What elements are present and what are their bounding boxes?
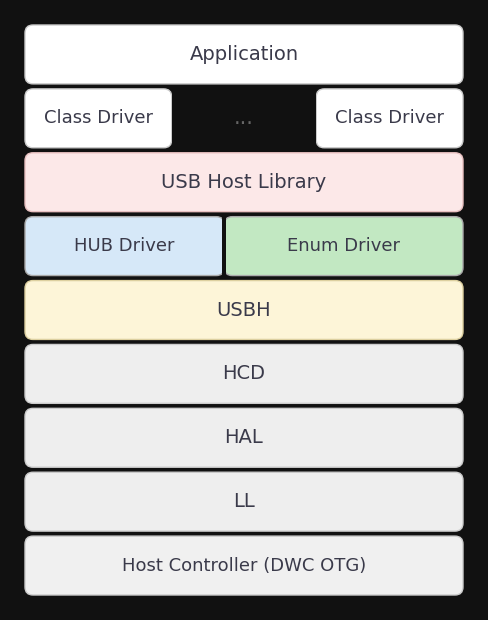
FancyBboxPatch shape (25, 536, 463, 595)
FancyBboxPatch shape (25, 409, 463, 467)
Text: ...: ... (234, 108, 254, 128)
FancyBboxPatch shape (25, 216, 224, 275)
FancyBboxPatch shape (25, 25, 463, 84)
Text: HAL: HAL (224, 428, 264, 447)
Text: HCD: HCD (223, 365, 265, 383)
FancyBboxPatch shape (316, 89, 463, 148)
Text: HUB Driver: HUB Driver (74, 237, 175, 255)
Text: Host Controller (DWC OTG): Host Controller (DWC OTG) (122, 557, 366, 575)
Text: USBH: USBH (217, 301, 271, 319)
FancyBboxPatch shape (25, 281, 463, 339)
Bar (223, 216, 226, 275)
Text: Application: Application (189, 45, 299, 64)
Text: Class Driver: Class Driver (44, 109, 153, 127)
FancyBboxPatch shape (25, 472, 463, 531)
FancyBboxPatch shape (25, 89, 172, 148)
Text: Enum Driver: Enum Driver (287, 237, 400, 255)
Text: Class Driver: Class Driver (335, 109, 444, 127)
FancyBboxPatch shape (25, 153, 463, 211)
Text: LL: LL (233, 492, 255, 511)
Bar (172, 89, 316, 148)
FancyBboxPatch shape (224, 216, 463, 275)
Text: USB Host Library: USB Host Library (162, 173, 326, 192)
FancyBboxPatch shape (25, 345, 463, 404)
